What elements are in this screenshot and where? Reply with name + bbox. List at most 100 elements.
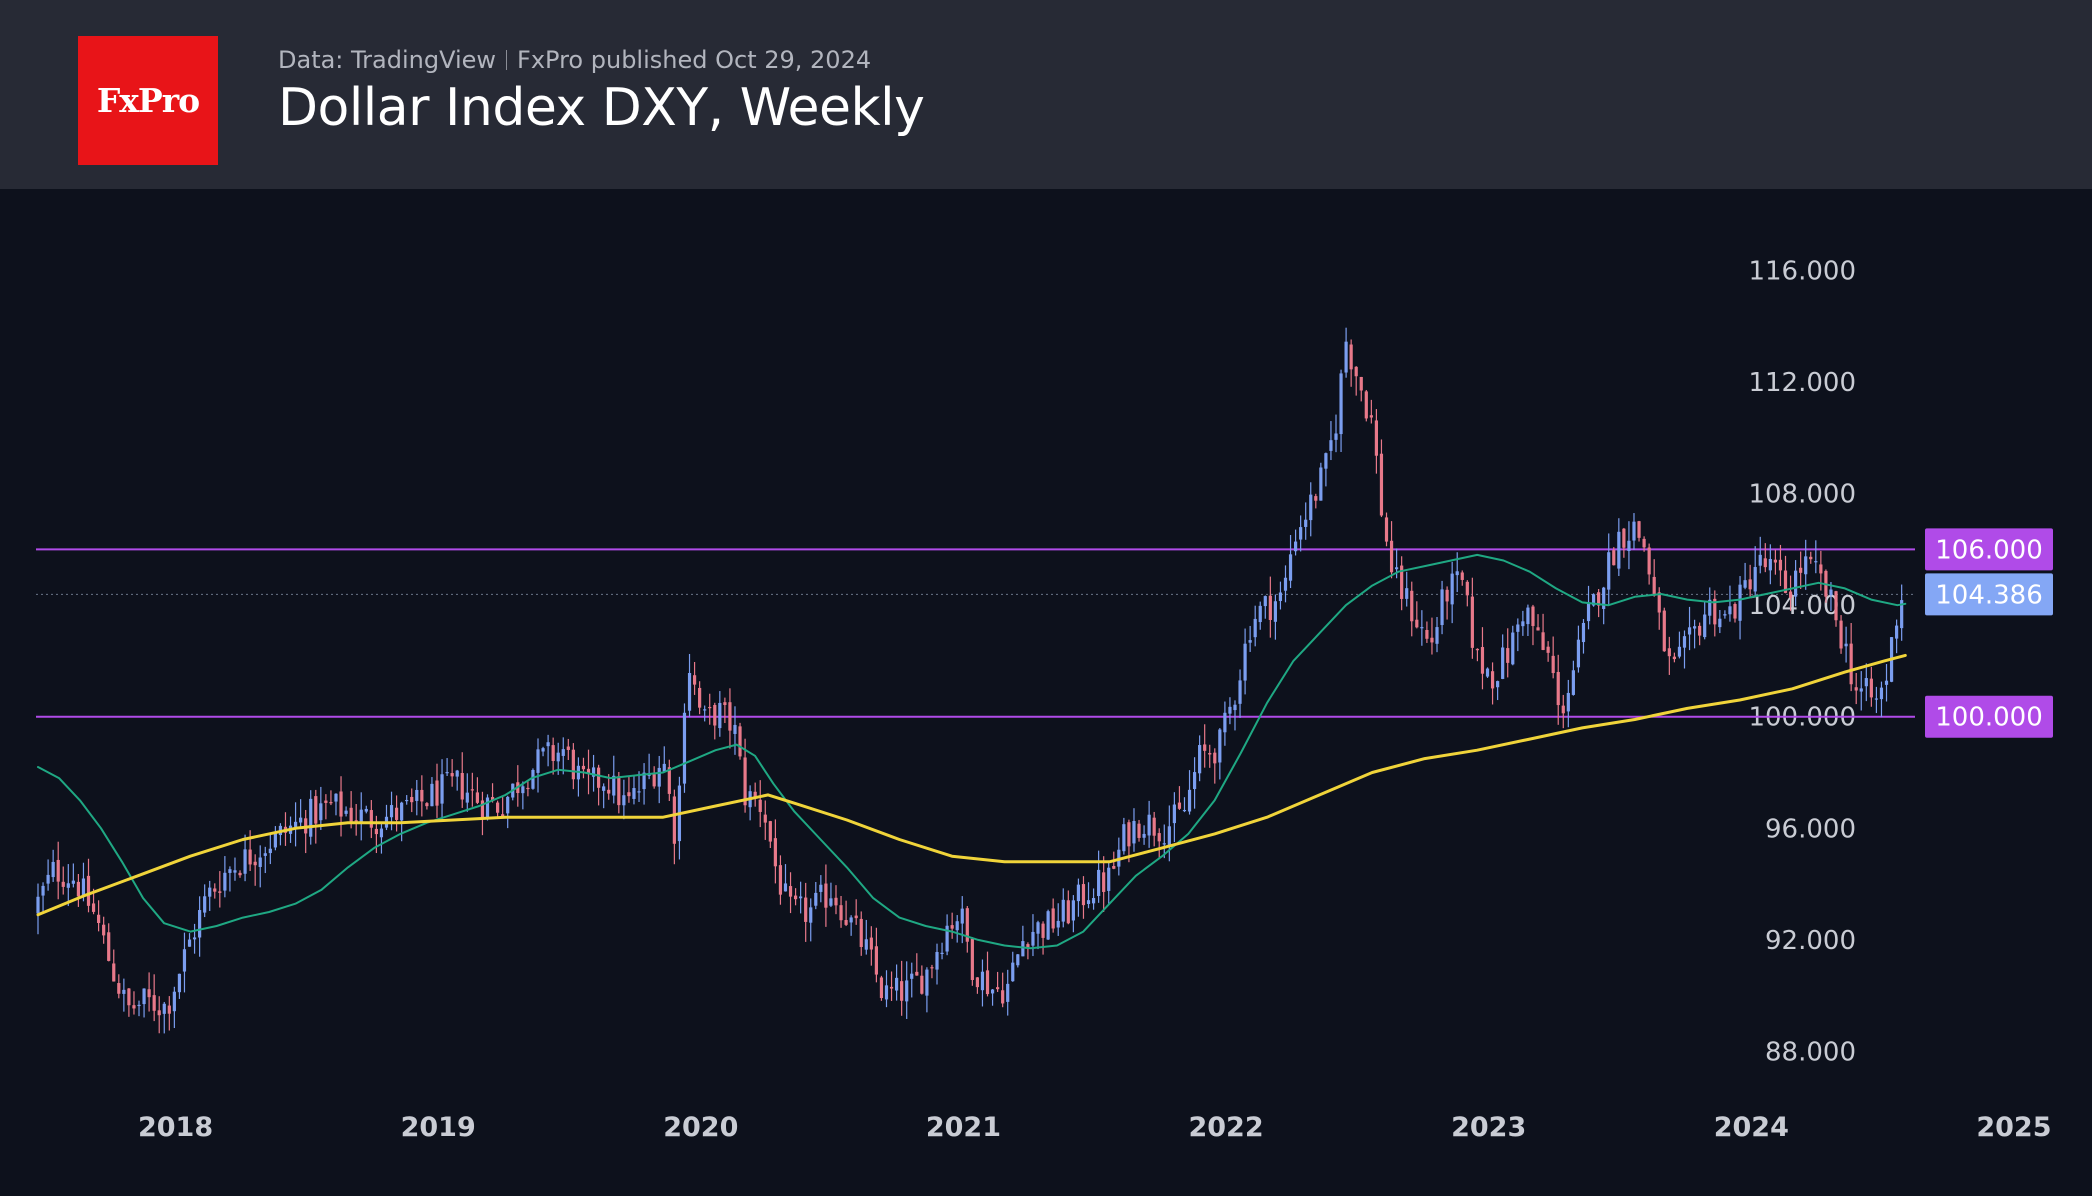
candle-body <box>763 814 767 823</box>
candle-body <box>965 908 969 942</box>
candle-body <box>420 789 424 802</box>
candle-body <box>1006 983 1010 1002</box>
candle-body <box>430 783 434 807</box>
candle-body <box>1667 648 1671 657</box>
candle-body <box>480 800 485 818</box>
candle-body <box>889 986 894 989</box>
candle-body <box>1430 637 1434 643</box>
candle-body <box>874 946 878 975</box>
candle-body <box>1743 580 1747 588</box>
candle-body <box>738 726 742 757</box>
candle-body <box>137 1004 141 1007</box>
x-tick-label: 2024 <box>1714 1112 1789 1143</box>
candle-body <box>864 939 868 950</box>
candle-body <box>1177 802 1182 809</box>
candle-body <box>652 774 656 787</box>
candle-body <box>1900 600 1904 629</box>
candle-body <box>1854 687 1858 691</box>
candle-body <box>86 875 91 906</box>
candle-body <box>309 798 313 837</box>
candle-body <box>1713 598 1717 625</box>
y-tick-label: 112.000 <box>1748 368 1856 398</box>
candle-body <box>632 788 636 799</box>
candle-body <box>389 805 394 818</box>
candle-body <box>551 745 555 762</box>
logo-text: FxPro <box>96 81 200 120</box>
candle-body <box>960 908 964 924</box>
candle-body <box>162 1003 166 1014</box>
candle-body <box>1632 521 1636 541</box>
candle-body <box>1470 596 1474 648</box>
candle-body <box>1627 540 1631 552</box>
candle-body <box>1561 705 1565 714</box>
candle-body <box>76 881 81 897</box>
candle-body <box>910 973 914 979</box>
candle-body <box>662 763 666 772</box>
candle-body <box>708 706 712 709</box>
candle-body <box>1097 869 1101 897</box>
x-tick-label: 2019 <box>401 1112 476 1143</box>
candle-body <box>1475 648 1480 651</box>
candle-body <box>1698 625 1702 636</box>
candle-body <box>152 995 156 1011</box>
candle-body <box>607 789 611 794</box>
candle-body <box>359 809 363 824</box>
candle-body <box>849 917 853 923</box>
candle-body <box>859 918 863 947</box>
candle-body <box>955 921 959 931</box>
candle-body <box>1571 670 1575 695</box>
candle-body <box>1142 833 1146 838</box>
candle-body <box>172 991 176 1012</box>
candle-body <box>1046 911 1050 940</box>
candle-body <box>743 757 747 806</box>
candle-body <box>1021 941 1025 957</box>
candle-body <box>147 989 151 998</box>
level-label-bg <box>1925 695 2053 738</box>
candle-body <box>107 932 111 961</box>
candle-body <box>1374 420 1379 456</box>
candle-body <box>829 898 833 906</box>
candle-body <box>657 767 661 787</box>
candle-body <box>879 977 884 999</box>
candle-body <box>799 896 803 899</box>
candle-body <box>1253 618 1257 638</box>
candle-body <box>1733 603 1737 619</box>
candle-body <box>571 749 575 780</box>
candle-body <box>263 853 267 856</box>
candle-body <box>1132 820 1136 844</box>
candle-body <box>496 802 500 813</box>
candle-body <box>591 767 596 777</box>
candle-body <box>758 799 762 812</box>
candle-body <box>1672 656 1676 660</box>
candle-body <box>501 814 505 817</box>
candle-body <box>425 803 429 807</box>
candle-body <box>374 828 378 835</box>
candle-body <box>1036 922 1040 934</box>
candle-body <box>1859 688 1863 692</box>
current-price-label-bg <box>1925 573 2053 616</box>
ma-fast-line <box>37 553 1907 950</box>
candle-body <box>1692 626 1697 629</box>
candle-body <box>354 820 358 822</box>
candle-body <box>314 796 318 824</box>
candle-body <box>1511 632 1515 665</box>
candle-body <box>1844 643 1848 647</box>
candle-body <box>1071 900 1075 921</box>
candle-body <box>1551 655 1555 674</box>
candle-body <box>536 749 540 773</box>
candle-body <box>809 907 813 923</box>
candle-body <box>1819 564 1823 574</box>
candle-body <box>1728 606 1732 615</box>
candle-body <box>1869 678 1873 698</box>
candle-body <box>490 797 495 801</box>
candle-body <box>1607 552 1611 590</box>
candle-body <box>1753 567 1757 592</box>
candle-body <box>233 870 237 873</box>
candle-body <box>1258 605 1262 623</box>
candle-body <box>1152 817 1156 836</box>
candle-body <box>1405 588 1409 599</box>
candle-body <box>1804 556 1808 575</box>
level-label: 106.000 <box>1935 535 2043 565</box>
candle-body <box>1218 729 1222 763</box>
level-label: 100.000 <box>1935 703 2043 733</box>
